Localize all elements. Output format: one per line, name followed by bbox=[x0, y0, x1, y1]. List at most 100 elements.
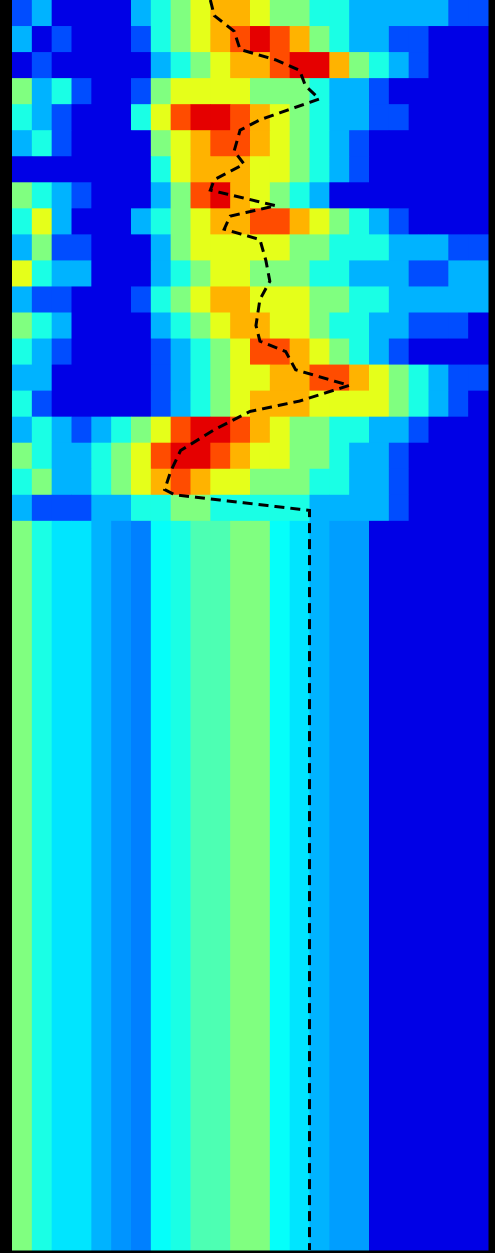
heat-cell bbox=[388, 364, 410, 392]
heat-cell bbox=[230, 468, 251, 496]
heat-cell bbox=[349, 468, 370, 496]
heat-cell bbox=[12, 234, 33, 261]
heat-cell bbox=[269, 182, 291, 209]
heat-cell bbox=[51, 26, 72, 53]
heat-cell bbox=[111, 156, 132, 183]
heat-cell bbox=[269, 364, 291, 392]
heat-cell bbox=[468, 156, 489, 183]
heat-cell bbox=[51, 0, 72, 27]
heat-cell bbox=[210, 338, 231, 366]
heat-cell bbox=[111, 26, 132, 53]
heat-cell bbox=[131, 26, 152, 53]
heat-cell bbox=[12, 182, 33, 209]
heat-cell bbox=[190, 520, 211, 1251]
heat-cell bbox=[170, 494, 191, 522]
heat-cell bbox=[428, 364, 449, 392]
heat-cell bbox=[468, 416, 489, 444]
heat-cell bbox=[210, 520, 231, 1251]
heat-cell bbox=[468, 286, 489, 313]
heat-cell bbox=[190, 0, 211, 27]
heat-cell bbox=[309, 52, 330, 79]
heat-cell bbox=[71, 442, 92, 470]
heat-cell bbox=[190, 442, 211, 470]
heat-cell bbox=[31, 0, 53, 27]
heat-cell bbox=[408, 104, 429, 131]
heat-cell bbox=[51, 156, 72, 183]
heat-cell bbox=[428, 26, 449, 53]
heat-cell bbox=[269, 104, 291, 131]
heat-cell bbox=[269, 312, 291, 340]
heat-cell bbox=[51, 78, 72, 105]
heat-cell bbox=[448, 494, 469, 522]
heat-cell bbox=[309, 130, 330, 157]
heat-cell bbox=[12, 338, 33, 366]
heat-cell bbox=[170, 390, 191, 418]
heat-cell bbox=[448, 78, 469, 105]
heat-cell bbox=[91, 0, 112, 27]
heat-cell bbox=[111, 286, 132, 313]
heat-cell bbox=[170, 338, 191, 366]
heat-cell bbox=[448, 260, 469, 287]
heat-cell bbox=[309, 182, 330, 209]
heat-cell bbox=[349, 416, 370, 444]
heat-cell bbox=[210, 26, 231, 53]
heat-cell bbox=[408, 520, 429, 1251]
heat-cell bbox=[468, 468, 489, 496]
heat-cell bbox=[31, 416, 53, 444]
heat-cell bbox=[51, 364, 72, 392]
heat-cell bbox=[408, 130, 429, 157]
heat-cell bbox=[111, 442, 132, 470]
heat-cell bbox=[150, 130, 172, 157]
heat-cell bbox=[51, 52, 72, 79]
heat-cell bbox=[349, 208, 370, 235]
heat-cell bbox=[289, 520, 310, 1251]
heat-cell bbox=[210, 130, 231, 157]
heat-cell bbox=[51, 520, 72, 1251]
heat-cell bbox=[51, 286, 72, 313]
heat-cell bbox=[91, 520, 112, 1251]
heat-cell bbox=[329, 390, 350, 418]
heat-cell bbox=[230, 104, 251, 131]
heat-cell bbox=[31, 208, 53, 235]
heat-cell bbox=[329, 104, 350, 131]
heat-cell bbox=[289, 52, 310, 79]
heat-cell bbox=[230, 156, 251, 183]
heat-cell bbox=[31, 494, 53, 522]
heat-cell bbox=[210, 364, 231, 392]
heat-cell bbox=[170, 234, 191, 261]
heat-cell bbox=[31, 156, 53, 183]
heat-cell bbox=[468, 494, 489, 522]
heat-cell bbox=[289, 182, 310, 209]
heat-cell bbox=[31, 234, 53, 261]
heat-cell bbox=[468, 26, 489, 53]
heat-cell bbox=[210, 78, 231, 105]
heat-cell bbox=[91, 468, 112, 496]
heat-cell bbox=[51, 130, 72, 157]
heat-cell bbox=[369, 26, 390, 53]
heat-cell bbox=[210, 260, 231, 287]
heat-cell bbox=[230, 0, 251, 27]
heat-cell bbox=[329, 520, 350, 1251]
heat-cell bbox=[428, 234, 449, 261]
heat-cell bbox=[131, 468, 152, 496]
heat-cell bbox=[210, 390, 231, 418]
heat-cell bbox=[71, 312, 92, 340]
heat-cell bbox=[51, 390, 72, 418]
heat-cell bbox=[428, 208, 449, 235]
heat-cell bbox=[408, 26, 429, 53]
heat-cell bbox=[150, 156, 172, 183]
heat-cell bbox=[408, 468, 429, 496]
heat-cell bbox=[190, 494, 211, 522]
heat-cell bbox=[369, 364, 390, 392]
heat-cell bbox=[388, 130, 410, 157]
heat-cell bbox=[230, 234, 251, 261]
heat-cell bbox=[71, 104, 92, 131]
heat-cell bbox=[369, 312, 390, 340]
heat-cell bbox=[448, 182, 469, 209]
heat-cell bbox=[329, 78, 350, 105]
heat-cell bbox=[349, 26, 370, 53]
heat-cell bbox=[12, 442, 33, 470]
line-layer bbox=[162, 0, 355, 1250]
heat-cell bbox=[91, 494, 112, 522]
heat-cell bbox=[250, 416, 271, 444]
